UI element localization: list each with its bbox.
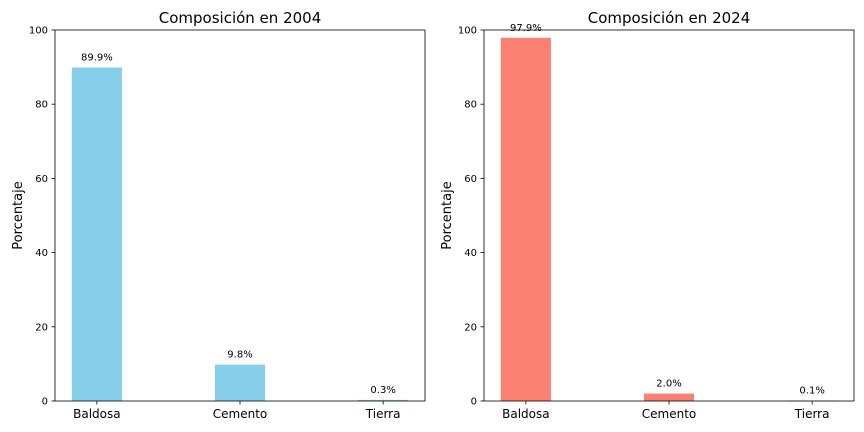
chart-panel-2004: Composición en 2004 Porcentaje 89.9% 9.8%…: [11, 9, 426, 421]
y-tick-label: 60: [464, 174, 477, 185]
y-tick-label: 40: [464, 248, 477, 259]
x-tick-label: Tierra: [794, 407, 830, 421]
y-tick-label: 100: [29, 26, 48, 37]
chart-panel-2024: Composición en 2024 Porcentaje 97.9% 2.0%…: [440, 9, 855, 421]
chart-title: Composición en 2024: [588, 9, 751, 27]
y-tick-label: 100: [458, 26, 477, 37]
bar-tierra: [358, 399, 409, 401]
data-label: 0.3%: [370, 385, 395, 396]
data-label: 89.9%: [81, 52, 113, 63]
data-label: 2.0%: [656, 379, 681, 390]
y-tick-label: 60: [35, 174, 48, 185]
bar-cemento: [643, 393, 695, 401]
y-tick-label: 80: [464, 100, 477, 111]
y-tick-label: 80: [35, 100, 48, 111]
x-tick-label: Tierra: [365, 407, 401, 421]
x-tick-label: Cemento: [642, 407, 697, 421]
chart-title: Composición en 2004: [159, 9, 322, 27]
bar-baldosa: [500, 37, 551, 401]
data-label: 0.1%: [799, 386, 824, 397]
y-tick-label: 20: [464, 322, 477, 333]
y-tick-label: 20: [35, 322, 48, 333]
bar-baldosa: [71, 67, 122, 401]
x-tick-label: Baldosa: [502, 407, 549, 421]
x-tick-label: Cemento: [213, 407, 268, 421]
x-tick-label: Baldosa: [73, 407, 120, 421]
y-tick-label: 0: [471, 397, 477, 408]
y-axis-label: Porcentaje: [11, 181, 26, 249]
data-label: 97.9%: [510, 23, 542, 34]
y-tick-label: 0: [42, 397, 48, 408]
data-label: 9.8%: [227, 350, 252, 361]
bar-cemento: [214, 364, 266, 401]
y-tick-label: 40: [35, 248, 48, 259]
y-axis-label: Porcentaje: [440, 181, 455, 249]
